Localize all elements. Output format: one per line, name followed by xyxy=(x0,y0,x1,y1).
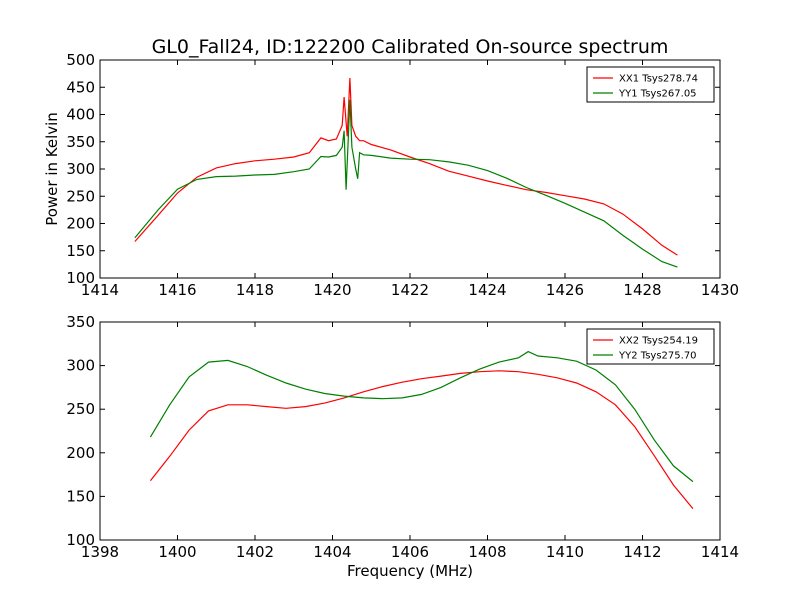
top-chart-legend-box xyxy=(586,66,715,103)
top-chart-x-tick-label: 1430 xyxy=(701,281,739,299)
top-chart-x-tick-label: 1420 xyxy=(313,281,351,299)
bottom-chart-legend-box xyxy=(586,328,715,365)
top-chart-y-tick-label: 500 xyxy=(66,51,95,69)
bottom-chart-y-tick-label: 350 xyxy=(66,313,95,331)
top-chart-series-1-line xyxy=(134,77,678,256)
bottom-chart-legend-entry-2: YY2 Tsys275.70 xyxy=(618,351,697,362)
bottom-chart-x-tick-label: 1414 xyxy=(701,543,739,561)
top-chart-y-tick-label: 200 xyxy=(66,215,95,233)
top-chart-x-tick-label: 1418 xyxy=(236,281,274,299)
top-chart-y-tick-label: 250 xyxy=(66,187,95,205)
top-chart-y-tick-label: 300 xyxy=(66,160,95,178)
bottom-chart-x-tick-label: 1400 xyxy=(158,543,196,561)
top-chart-series-2-line xyxy=(134,99,678,268)
bottom-chart-y-tick-label: 300 xyxy=(66,357,95,375)
top-chart-x-tick-label: 1416 xyxy=(158,281,196,299)
top-chart-legend-entry-2: YY1 Tsys267.05 xyxy=(618,89,697,100)
top-chart-x-tick-label: 1414 xyxy=(81,281,119,299)
bottom-chart-y-tick-label: 100 xyxy=(66,531,95,549)
bottom-chart-y-tick-label: 200 xyxy=(66,444,95,462)
top-chart-x-tick-label: 1426 xyxy=(546,281,584,299)
top-chart-x-tick-label: 1428 xyxy=(623,281,661,299)
top-chart-y-tick-label: 400 xyxy=(66,106,95,124)
bottom-chart-series-1-line xyxy=(149,370,694,509)
top-chart-title: GL0_Fall24, ID:122200 Calibrated On-sour… xyxy=(152,36,669,58)
bottom-chart-x-tick-label: 1408 xyxy=(468,543,506,561)
bottom-chart-x-tick-label: 1412 xyxy=(623,543,661,561)
top-chart-x-tick-label: 1422 xyxy=(391,281,429,299)
top-chart-y-tick-label: 100 xyxy=(66,269,95,287)
bottom-chart-x-tick-label: 1404 xyxy=(313,543,351,561)
top-chart-y-tick-label: 150 xyxy=(66,242,95,260)
bottom-chart-series-2-line xyxy=(149,350,694,483)
bottom-chart-x-tick-label: 1402 xyxy=(236,543,274,561)
top-chart-y-tick-label: 350 xyxy=(66,133,95,151)
top-chart-legend-entry-1: XX1 Tsys278.74 xyxy=(619,74,698,85)
bottom-chart-y-tick-label: 250 xyxy=(66,400,95,418)
bottom-chart-x-tick-label: 1406 xyxy=(391,543,429,561)
top-chart-y-axis-label: Power in Kelvin xyxy=(43,112,61,226)
bottom-chart-y-tick-label: 150 xyxy=(66,487,95,505)
bottom-chart-legend-entry-1: XX2 Tsys254.19 xyxy=(619,336,698,347)
bottom-chart-x-tick-label: 1410 xyxy=(546,543,584,561)
bottom-chart-x-tick-label: 1398 xyxy=(81,543,119,561)
top-chart-y-tick-label: 450 xyxy=(66,78,95,96)
bottom-chart-x-axis-label: Frequency (MHz) xyxy=(347,562,473,580)
top-chart-x-tick-label: 1424 xyxy=(468,281,506,299)
